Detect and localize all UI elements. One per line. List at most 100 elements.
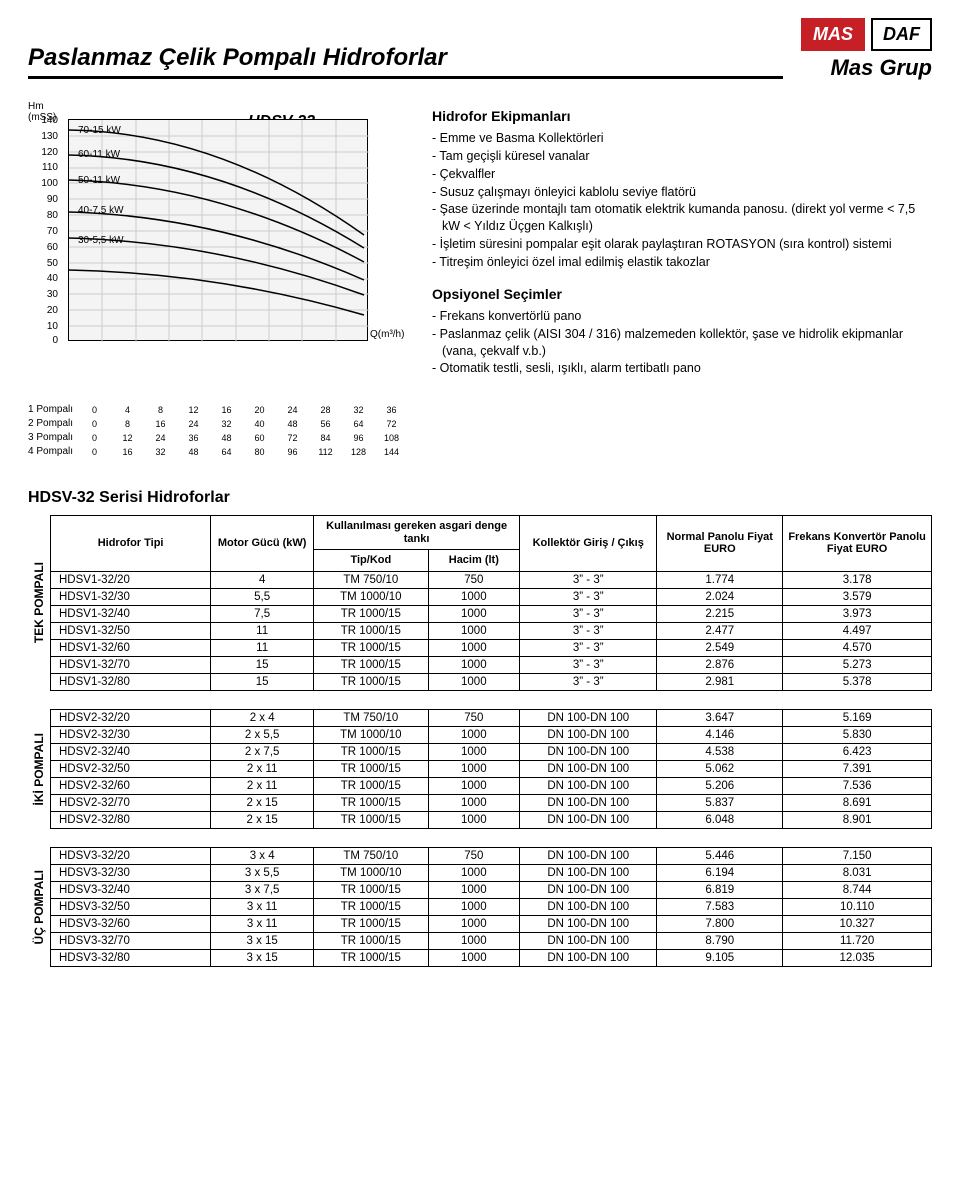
pump-axis-label: 2 Pompalı [28,417,78,431]
pump-axis-row: 1 Pompalı04812162024283236 [28,403,408,417]
power-label-2: 50-11 kW [78,175,120,186]
table-cell: DN 100-DN 100 [520,709,657,726]
y-axis: 140130 120110 10090 8070 6050 4030 2010 … [28,107,68,347]
table-row: HDSV2-32/502 x 11TR 1000/151000DN 100-DN… [51,760,932,777]
table-cell: HDSV2-32/40 [51,743,211,760]
tbody-0: HDSV1-32/204TM 750/107503” - 3”1.7743.17… [51,571,932,690]
table-cell: 6.048 [657,811,783,828]
table-cell: 6.423 [783,743,932,760]
table-cell: 3” - 3” [520,571,657,588]
table-cell: 1000 [428,932,520,949]
pump-axis-ticks: 01224364860728496108 [78,432,408,445]
table-cell: DN 100-DN 100 [520,898,657,915]
table-cell: HDSV1-32/40 [51,605,211,622]
list-item: Paslanmaz çelik (AISI 304 / 316) malzeme… [432,326,932,360]
table-cell: 2.876 [657,656,783,673]
th-kollektor: Kollektör Giriş / Çıkış [520,516,657,572]
table-cell: HDSV1-32/20 [51,571,211,588]
pump-axis-row: 3 Pompalı01224364860728496108 [28,431,408,445]
table-cell: 1000 [428,881,520,898]
table-cell: 5.446 [657,847,783,864]
table-row: HDSV2-32/402 x 7,5TR 1000/151000DN 100-D… [51,743,932,760]
table-cell: HDSV2-32/70 [51,794,211,811]
table-cell: 3 x 11 [211,898,314,915]
title-wrap: Paslanmaz Çelik Pompalı Hidroforlar [28,44,783,81]
table-cell: 2 x 15 [211,811,314,828]
pump-axis-row: 4 Pompalı0163248648096112128144 [28,445,408,459]
pump-axis-row: 2 Pompalı081624324048566472 [28,417,408,431]
table-cell: 3.178 [783,571,932,588]
th-tipi: Hidrofor Tipi [51,516,211,572]
table-cell: TM 1000/10 [314,588,428,605]
table-cell: 7.536 [783,777,932,794]
table-cell: 2.981 [657,673,783,690]
pump-axis-label: 1 Pompalı [28,403,78,417]
text-column: Hidrofor Ekipmanları Emme ve Basma Kolle… [432,107,932,459]
table-cell: 4.497 [783,622,932,639]
table-cell: 1000 [428,794,520,811]
table-cell: HDSV1-32/50 [51,622,211,639]
table-cell: TR 1000/15 [314,656,428,673]
table-cell: 750 [428,709,520,726]
table-cell: TR 1000/15 [314,794,428,811]
th-tank: Kullanılması gereken asgari denge tankı [314,516,520,550]
table-cell: 8.031 [783,864,932,881]
table-cell: 5.378 [783,673,932,690]
table-cell: TR 1000/15 [314,881,428,898]
power-label-0: 70-15 kW [78,125,121,136]
table-cell: 1000 [428,777,520,794]
table-row: HDSV1-32/5011TR 1000/1510003” - 3”2.4774… [51,622,932,639]
table-cell: 1000 [428,811,520,828]
table-cell: 3 x 4 [211,847,314,864]
table-cell: TR 1000/15 [314,932,428,949]
table-cell: HDSV3-32/80 [51,949,211,966]
table-row: HDSV3-32/303 x 5,5TM 1000/101000DN 100-D… [51,864,932,881]
table-cell: TR 1000/15 [314,915,428,932]
table-cell: 8.901 [783,811,932,828]
table-cell: 1000 [428,673,520,690]
table-cell: 1000 [428,622,520,639]
table-cell: DN 100-DN 100 [520,811,657,828]
table-row: HDSV2-32/802 x 15TR 1000/151000DN 100-DN… [51,811,932,828]
equipment-list: Emme ve Basma KollektörleriTam geçişli k… [432,130,932,271]
top-section: Hm (mSS) HDSV-32 [28,107,932,459]
table-row: HDSV2-32/302 x 5,5TM 1000/101000DN 100-D… [51,726,932,743]
table-cell: 1000 [428,656,520,673]
table-cell: HDSV2-32/80 [51,811,211,828]
table-cell: 3 x 7,5 [211,881,314,898]
table-cell: 2 x 4 [211,709,314,726]
page-header: Paslanmaz Çelik Pompalı Hidroforlar MAS … [28,18,932,81]
chart-column: Hm (mSS) HDSV-32 [28,107,408,459]
table-cell: 8.744 [783,881,932,898]
table-cell: 11.720 [783,932,932,949]
table-cell: 3 x 11 [211,915,314,932]
table-cell: 3” - 3” [520,673,657,690]
pump-axis-ticks: 081624324048566472 [78,418,408,431]
table-cell: 11 [211,622,314,639]
table-row: HDSV1-32/305,5TM 1000/1010003” - 3”2.024… [51,588,932,605]
table-cell: 6.819 [657,881,783,898]
list-item: Şase üzerinde montajlı tam otomatik elek… [432,201,932,235]
table-cell: 5.273 [783,656,932,673]
table-row: HDSV2-32/702 x 15TR 1000/151000DN 100-DN… [51,794,932,811]
power-label-4: 30-5,5 kW [78,235,124,246]
table-cell: TR 1000/15 [314,605,428,622]
table-cell: TR 1000/15 [314,898,428,915]
spec-table-2: HDSV3-32/203 x 4TM 750/10750DN 100-DN 10… [50,847,932,967]
table-cell: TM 1000/10 [314,864,428,881]
table-cell: 1000 [428,949,520,966]
table-cell: 10.327 [783,915,932,932]
page-title: Paslanmaz Çelik Pompalı Hidroforlar [28,44,783,72]
table-cell: 1000 [428,639,520,656]
table-row: HDSV3-32/503 x 11TR 1000/151000DN 100-DN… [51,898,932,915]
table-cell: DN 100-DN 100 [520,932,657,949]
table-cell: TM 1000/10 [314,726,428,743]
table-row: HDSV3-32/703 x 15TR 1000/151000DN 100-DN… [51,932,932,949]
table-cell: HDSV3-32/30 [51,864,211,881]
brand-label: Mas Grup [831,55,932,81]
table-cell: TM 750/10 [314,709,428,726]
table-row: HDSV3-32/803 x 15TR 1000/151000DN 100-DN… [51,949,932,966]
table-row: HDSV1-32/8015TR 1000/1510003” - 3”2.9815… [51,673,932,690]
table-cell: DN 100-DN 100 [520,847,657,864]
table-cell: TR 1000/15 [314,673,428,690]
